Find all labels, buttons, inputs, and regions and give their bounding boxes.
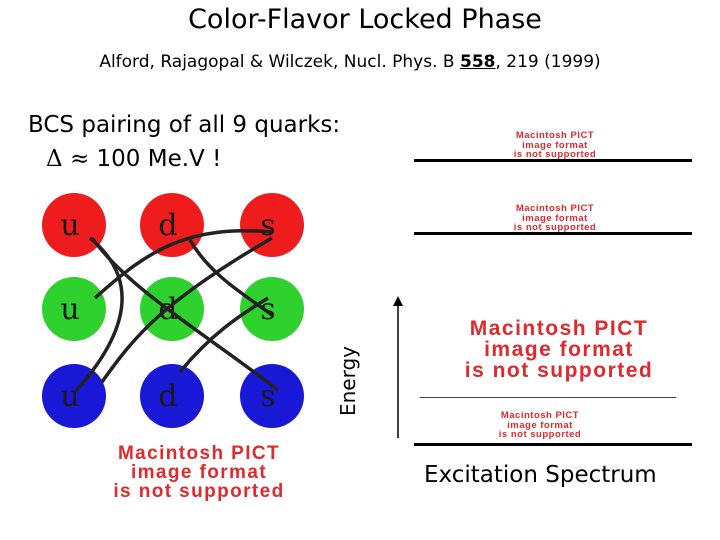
energy-level-3 <box>420 397 676 398</box>
energy-level-4 <box>414 443 692 446</box>
citation-volume: 558 <box>459 52 496 72</box>
quark-d-red <box>140 193 204 257</box>
quark-label-u-blue: u <box>60 379 79 414</box>
pict-placeholder-level-4: Macintosh PICT image format is not suppo… <box>498 410 582 440</box>
energy-level-1 <box>414 159 692 162</box>
energy-level-2 <box>414 232 692 235</box>
pairing-line-dr-sg <box>188 239 274 317</box>
citation: Alford, Rajagopal & Wilczek, Nucl. Phys.… <box>0 52 700 72</box>
quark-s-blue <box>240 364 304 428</box>
gap-value: 100 Me.V ! <box>96 146 222 172</box>
up-arrow-icon <box>393 296 403 306</box>
quark-u-red <box>42 193 106 257</box>
pairing-line-ug-sr <box>93 229 273 300</box>
slide-title: Color-Flavor Locked Phase <box>188 4 542 35</box>
pairing-line-db-sg <box>178 296 269 374</box>
pict-placeholder-level-3: Macintosh PICT image format is not suppo… <box>464 317 654 382</box>
quark-u-green <box>42 277 106 341</box>
quark-d-blue <box>140 364 204 428</box>
pairing-line-ub-sr <box>100 236 273 384</box>
quark-label-u-red: u <box>60 208 79 243</box>
citation-authors: Alford, Rajagopal & Wilczek, Nucl. Phys.… <box>99 52 460 72</box>
approx-symbol: ≈ <box>69 146 90 172</box>
quark-label-s-red: s <box>260 208 275 243</box>
quark-label-d-blue: d <box>158 379 177 414</box>
quark-label-u-green: u <box>60 292 79 327</box>
pict-placeholder-level-1: Macintosh PICT image format is not suppo… <box>513 130 597 160</box>
quark-label-s-blue: s <box>260 379 275 414</box>
quark-s-green <box>240 277 304 341</box>
energy-axis <box>393 296 403 438</box>
pairing-lines <box>73 229 280 394</box>
quark-s-red <box>240 193 304 257</box>
energy-axis-label: Energy <box>336 345 360 416</box>
quark-label-d-red: d <box>158 208 177 243</box>
pairing-line-ur-sb <box>90 236 280 392</box>
citation-pages-year: , 219 (1999) <box>495 52 601 72</box>
quark-u-blue <box>42 364 106 428</box>
pict-placeholder-bottom: Macintosh PICT image format is not suppo… <box>113 443 285 502</box>
pict-placeholder-level-2: Macintosh PICT image format is not suppo… <box>513 203 597 233</box>
gap-value-line: Δ ≈ 100 Me.V ! <box>46 146 221 172</box>
delta-symbol: Δ <box>46 146 63 172</box>
excitation-spectrum-label: Excitation Spectrum <box>424 462 657 488</box>
bcs-pairing-heading: BCS pairing of all 9 quarks: <box>28 112 341 138</box>
